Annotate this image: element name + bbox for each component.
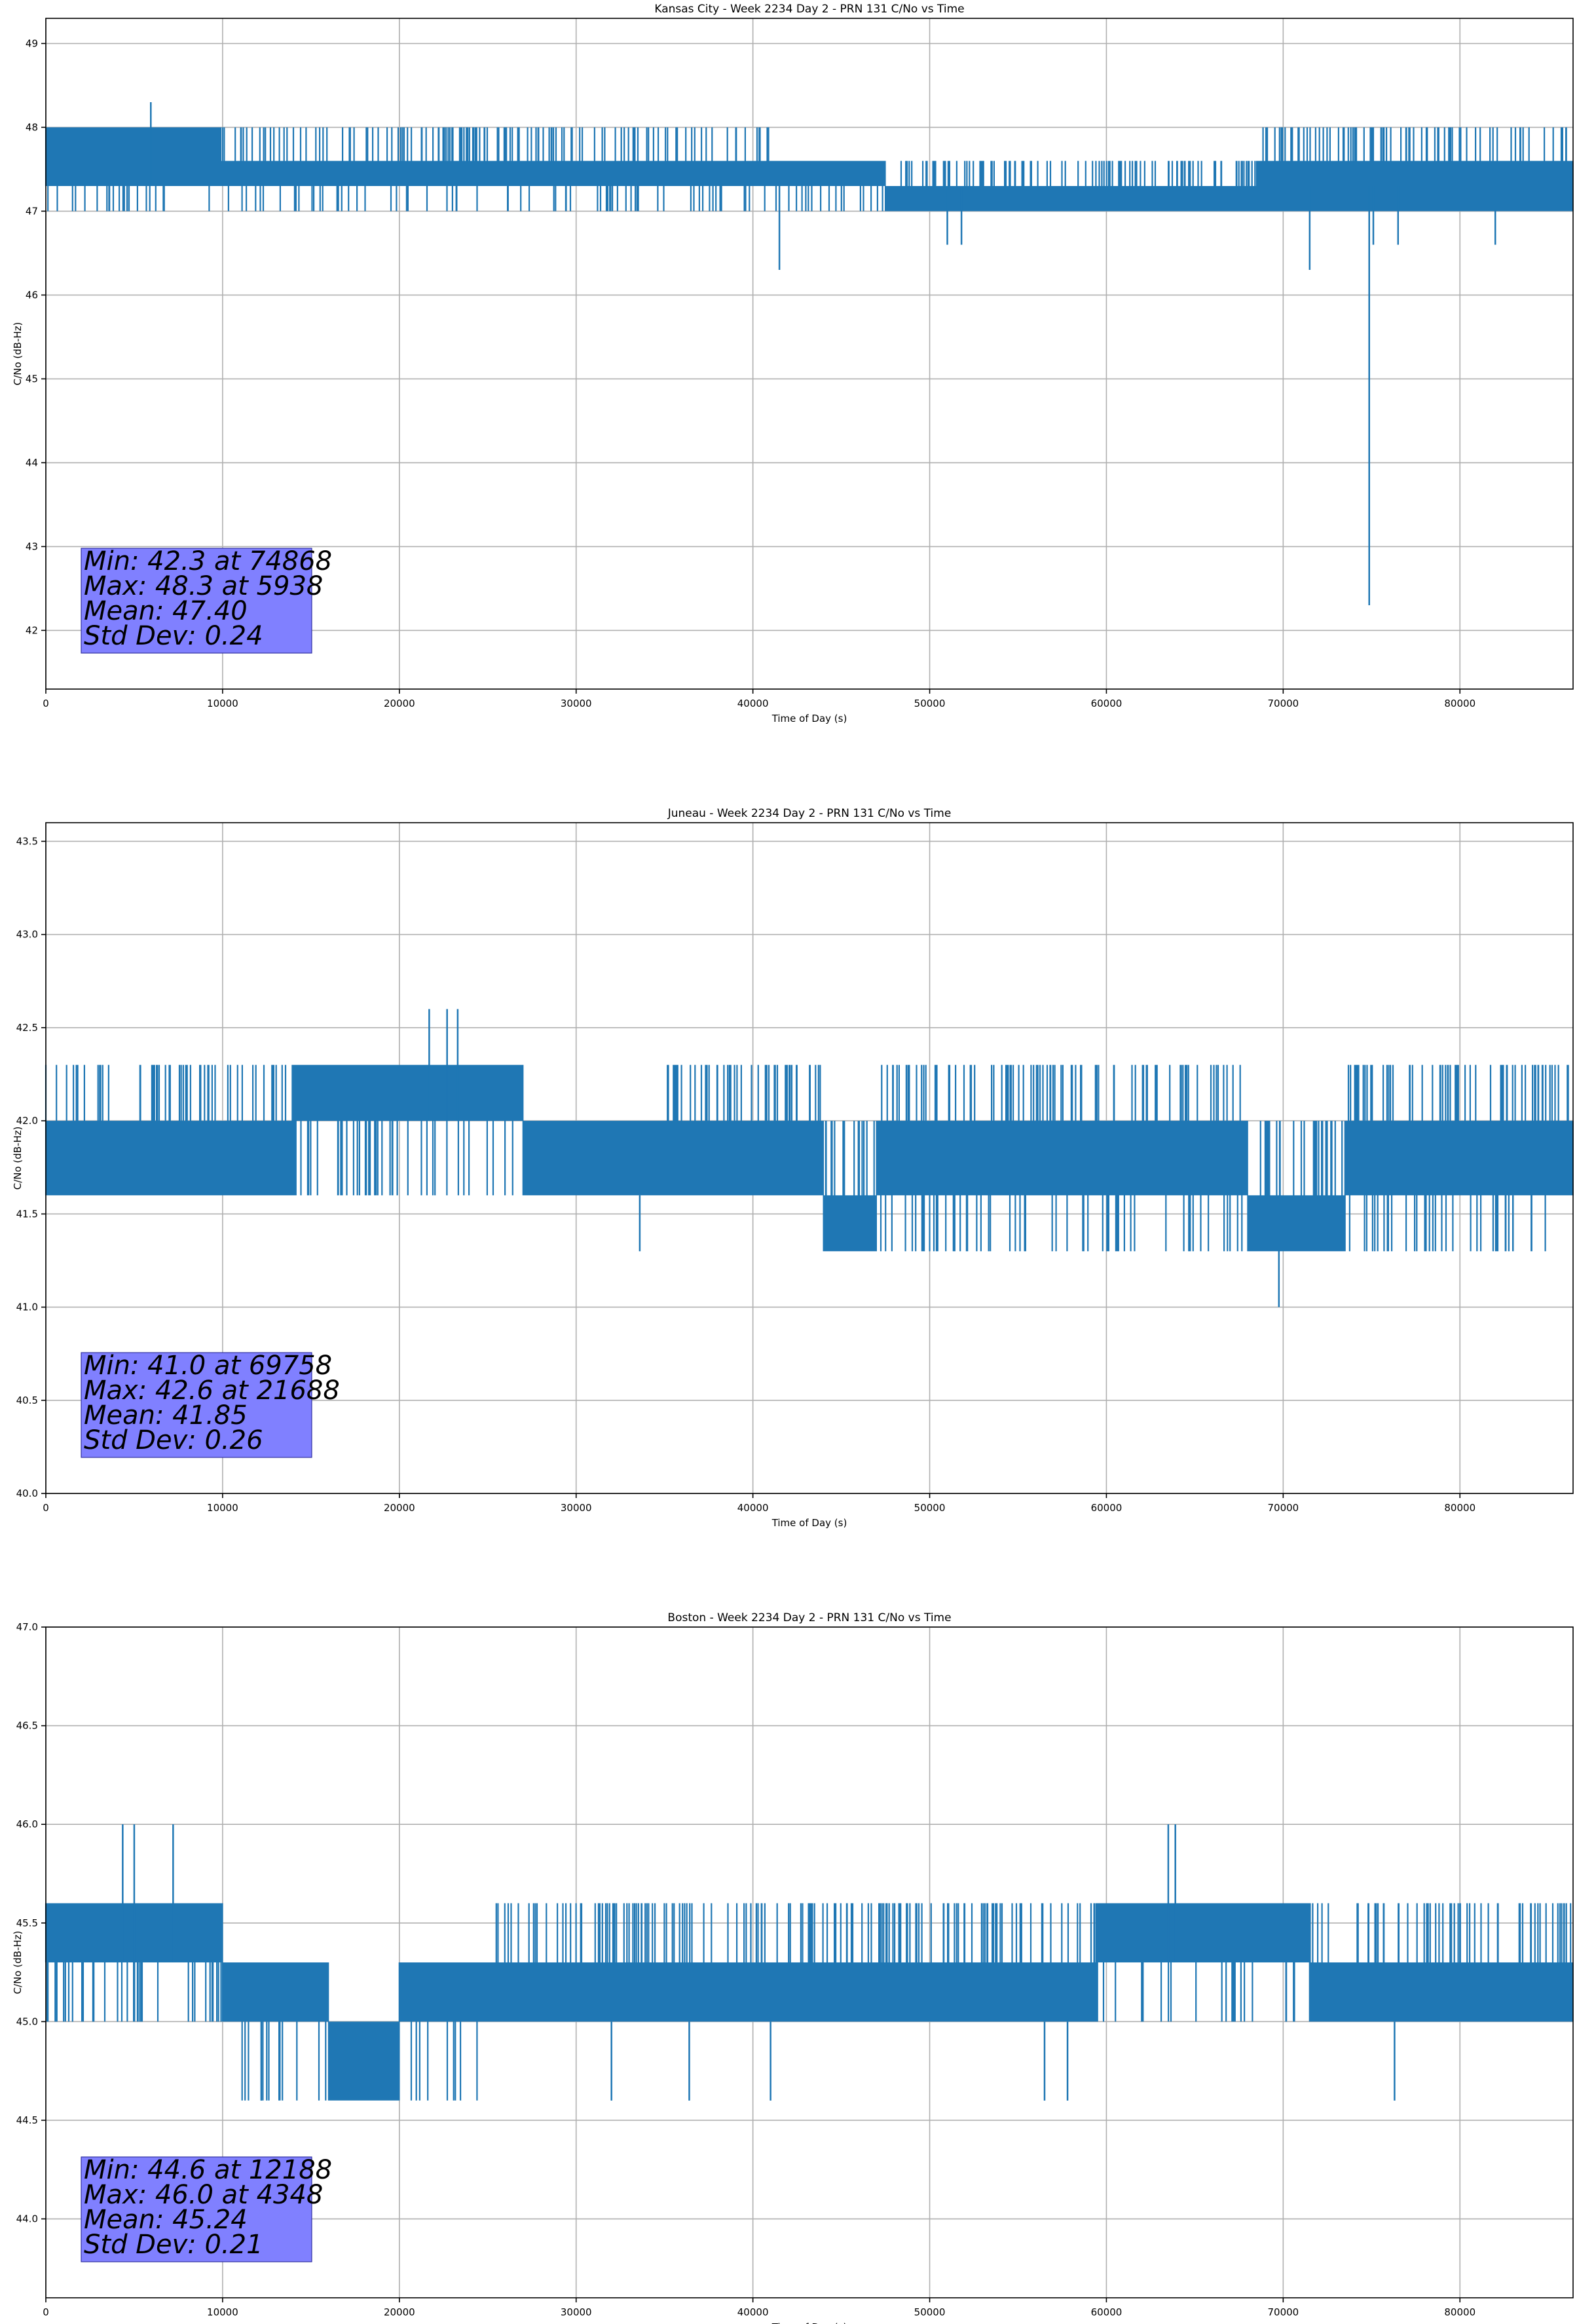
y-tick-label-0: 42: [26, 624, 38, 636]
chart-panel-1: 0 10000 20000 30000 40000 50000 60000 70000 8000…: [12, 807, 1574, 1529]
y-tick-label-1: 43: [26, 540, 38, 552]
x-tick-label-7: 70000: [1267, 2306, 1299, 2318]
x-tick-label-3: 30000: [561, 1502, 592, 1514]
x-tick-label-1: 10000: [207, 1502, 238, 1514]
y-tick-label-3: 45: [26, 373, 38, 384]
y-axis-label: C/No (dB-Hz): [12, 1127, 24, 1190]
x-tick-label-8: 80000: [1444, 698, 1475, 709]
x-tick-label-8: 80000: [1444, 2306, 1475, 2318]
x-tick-label-3: 30000: [561, 2306, 592, 2318]
axes-frame: [45, 1626, 1574, 2298]
x-axis-label: Time of Day (s): [771, 1517, 847, 1529]
x-tick-label-5: 50000: [914, 698, 946, 709]
x-tick-label-4: 40000: [737, 2306, 769, 2318]
axes-frame: [45, 822, 1574, 1494]
stats-line-3: Std Dev: 0.21: [84, 2230, 263, 2260]
y-tick-label-4: 46: [26, 289, 38, 301]
y-tick-label-6: 47.0: [16, 1621, 38, 1633]
x-tick-label-6: 60000: [1091, 2306, 1122, 2318]
x-tick-label-2: 20000: [384, 698, 415, 709]
y-tick-label-3: 45.5: [16, 1917, 38, 1929]
stats-line-0: Min: 42.3 at 74868: [84, 546, 332, 576]
x-tick-label-6: 60000: [1091, 1502, 1122, 1514]
stats-box: [81, 2156, 312, 2262]
stats-line-2: Mean: 47.40: [84, 596, 248, 626]
stats-line-0: Min: 41.0 at 69758: [84, 1351, 332, 1381]
x-tick-label-4: 40000: [737, 698, 769, 709]
stats-line-1: Max: 46.0 at 4348: [84, 2180, 323, 2210]
y-tick-label-5: 47: [26, 205, 38, 217]
stats-line-3: Std Dev: 0.26: [84, 1425, 263, 1455]
axes-frame: [45, 18, 1574, 690]
stats-box: [81, 1352, 312, 1458]
stats-line-2: Mean: 45.24: [84, 2205, 248, 2235]
y-tick-label-7: 43.5: [16, 835, 38, 847]
y-tick-label-3: 41.5: [16, 1208, 38, 1220]
x-tick-label-2: 20000: [384, 1502, 415, 1514]
y-tick-label-2: 41.0: [16, 1302, 38, 1313]
y-tick-label-7: 49: [26, 37, 38, 49]
x-axis-label: Time of Day (s): [771, 2321, 847, 2324]
x-tick-label-7: 70000: [1267, 698, 1299, 709]
y-axis-label: C/No (dB-Hz): [12, 1931, 24, 1995]
stats-line-0: Min: 44.6 at 12188: [84, 2155, 332, 2185]
y-tick-label-1: 44.5: [16, 2114, 38, 2126]
y-tick-label-5: 42.5: [16, 1022, 38, 1034]
y-tick-label-4: 46.0: [16, 1818, 38, 1830]
x-tick-label-0: 0: [43, 2306, 49, 2318]
chart-title: Boston - Week 2234 Day 2 - PRN 131 C/No …: [667, 1611, 951, 1624]
y-tick-label-1: 40.5: [16, 1395, 38, 1406]
x-tick-label-2: 20000: [384, 2306, 415, 2318]
stats-box: [81, 548, 312, 654]
y-tick-label-5: 46.5: [16, 1720, 38, 1732]
x-tick-label-4: 40000: [737, 1502, 769, 1514]
y-tick-label-6: 43.0: [16, 929, 38, 941]
x-tick-label-1: 10000: [207, 698, 238, 709]
stats-line-1: Max: 42.6 at 21688: [84, 1376, 340, 1406]
x-tick-label-1: 10000: [207, 2306, 238, 2318]
chart-title: Kansas City - Week 2234 Day 2 - PRN 131 …: [654, 3, 964, 16]
stats-line-1: Max: 48.3 at 5938: [84, 571, 323, 601]
x-tick-label-7: 70000: [1267, 1502, 1299, 1514]
y-tick-label-4: 42.0: [16, 1115, 38, 1127]
x-tick-label-6: 60000: [1091, 698, 1122, 709]
y-tick-label-2: 44: [26, 457, 38, 468]
y-tick-label-0: 40.0: [16, 1488, 38, 1499]
x-tick-label-3: 30000: [561, 698, 592, 709]
x-tick-label-5: 50000: [914, 1502, 946, 1514]
y-tick-label-6: 48: [26, 121, 38, 133]
chart-panel-2: 0 10000 20000 30000 40000 50000 60000 70000 8000…: [12, 1611, 1574, 2324]
chart-title: Juneau - Week 2234 Day 2 - PRN 131 C/No …: [667, 807, 952, 820]
y-tick-label-0: 44.0: [16, 2213, 38, 2225]
y-tick-label-2: 45.0: [16, 2015, 38, 2027]
x-tick-label-5: 50000: [914, 2306, 946, 2318]
chart-panel-0: 0 10000 20000 30000 40000 50000 60000 70000 8000…: [12, 3, 1574, 724]
x-tick-label-8: 80000: [1444, 1502, 1475, 1514]
x-tick-label-0: 0: [43, 698, 49, 709]
x-tick-label-0: 0: [43, 1502, 49, 1514]
x-axis-label: Time of Day (s): [771, 713, 847, 724]
stats-line-2: Mean: 41.85: [84, 1400, 248, 1431]
stats-line-3: Std Dev: 0.24: [84, 621, 263, 651]
y-axis-label: C/No (dB-Hz): [12, 322, 24, 386]
